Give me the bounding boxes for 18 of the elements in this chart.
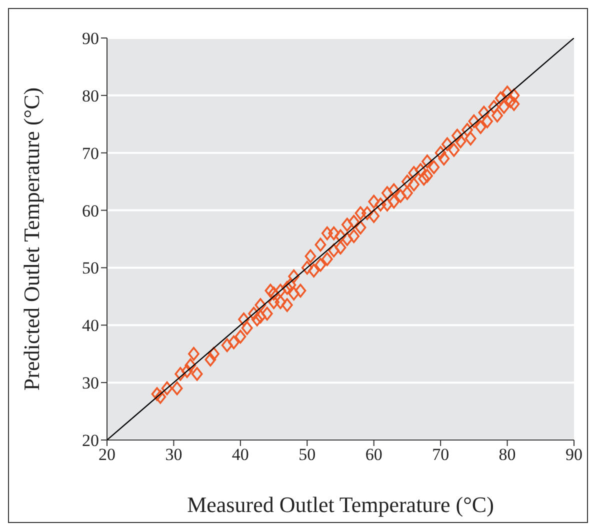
x-tick-label: 90 — [566, 445, 582, 464]
x-tick-label: 50 — [298, 445, 316, 464]
y-tick-label: 20 — [82, 431, 99, 450]
y-tick-label: 60 — [82, 201, 99, 220]
x-tick-label: 80 — [498, 445, 516, 464]
y-axis-title: Predicted Outlet Temperature (°C) — [18, 87, 44, 391]
x-tick-label: 30 — [165, 445, 182, 464]
y-tick-label: 40 — [82, 316, 99, 336]
x-tick-label: 40 — [232, 445, 249, 464]
y-tick-label: 30 — [82, 374, 99, 393]
y-tick-label: 70 — [82, 144, 99, 163]
x-tick-label: 20 — [98, 445, 116, 464]
x-tick-label: 70 — [432, 445, 450, 464]
x-axis-title: Measured Outlet Temperature (°C) — [187, 492, 494, 517]
y-tick-label: 80 — [82, 86, 99, 106]
y-tick-label: 50 — [82, 258, 99, 278]
y-tick-label: 90 — [82, 29, 99, 48]
x-tick-label: 60 — [365, 445, 382, 464]
